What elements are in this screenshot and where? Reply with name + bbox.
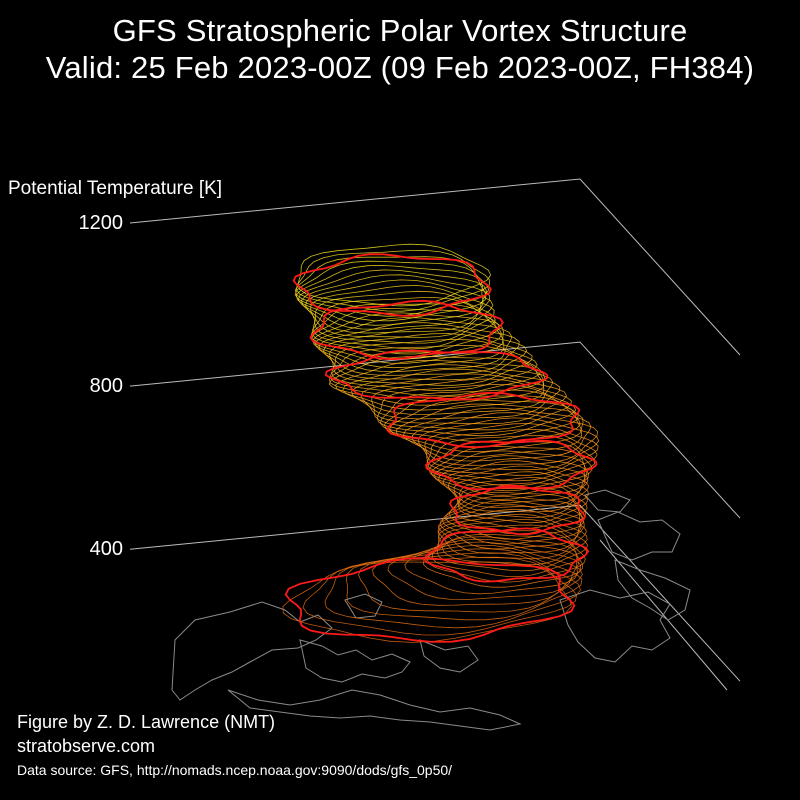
grid-line-1200: [129, 178, 741, 356]
vortex-contour: [360, 373, 568, 425]
vortex-highlight-contour: [292, 253, 492, 317]
vortex-contour: [329, 345, 541, 397]
vortex-highlight-contour: [386, 391, 581, 449]
vortex-contour: [376, 383, 577, 437]
vortex-contour: [437, 508, 587, 560]
vortex-contour: [328, 351, 544, 402]
vortex-highlight-contour: [423, 527, 590, 583]
vortex-contour: [438, 504, 585, 554]
vortex-contour: [404, 536, 578, 595]
vortex-contour: [417, 417, 600, 471]
vortex-contour: [395, 403, 584, 458]
vortex-contour: [387, 538, 580, 601]
vortex-contour: [428, 441, 593, 492]
vortex-contour: [422, 533, 584, 588]
vortex-highlight-contour: [309, 299, 504, 361]
vortex-highlight-contour: [448, 484, 587, 536]
vortex-contour: [328, 355, 545, 406]
vortex-contour: [351, 368, 561, 420]
vortex-contour: [437, 513, 588, 566]
chart-subtitle: Valid: 25 Feb 2023-00Z (09 Feb 2023-00Z,…: [45, 50, 755, 85]
z-tick-label: 800: [90, 375, 123, 397]
vortex-contour: [372, 541, 582, 606]
vortex-contour: [458, 477, 589, 524]
z-tick-label: 400: [90, 538, 123, 560]
vortex-highlight-contour: [324, 349, 549, 401]
vortex-contour: [294, 256, 490, 317]
vortex-contour: [295, 249, 491, 312]
vortex-contour: [439, 499, 583, 550]
vortex-contour: [324, 552, 581, 629]
data-source: Data source: GFS, http://nomads.ncep.noa…: [17, 762, 453, 778]
grid-line-800: [129, 341, 741, 519]
coastline: [584, 489, 631, 513]
vortex-contour: [335, 359, 545, 411]
vortex-contour: [345, 548, 583, 621]
coastline: [419, 639, 479, 673]
vortex-contour: [302, 556, 578, 636]
vortex-highlight-contour: [284, 557, 576, 643]
z-axis-label: Potential Temperature [K]: [8, 178, 222, 199]
vortex-contour: [371, 378, 572, 431]
coastline: [171, 601, 333, 701]
vortex-contour: [311, 297, 499, 355]
grid-layer: [129, 178, 741, 691]
tick-layer: 400 800 1200: [79, 212, 124, 560]
coastline: [344, 593, 383, 619]
coastline: [614, 559, 691, 621]
coastline: [597, 511, 681, 561]
vortex-contour: [436, 518, 589, 572]
coastline-layer: [171, 489, 691, 731]
grid-line-400: [129, 504, 741, 682]
vortex-contour: [342, 364, 554, 415]
vortex-contour: [312, 290, 496, 350]
credit-website: stratobserve.com: [17, 736, 156, 756]
chart-title: GFS Stratospheric Polar Vortex Structure: [112, 13, 688, 48]
vortex-contour: [434, 450, 586, 501]
vortex-highlight-contour: [425, 439, 598, 491]
coastline: [559, 589, 671, 663]
z-tick-label: 1200: [79, 212, 124, 234]
coastline: [227, 689, 522, 731]
vortex-contour: [453, 482, 588, 529]
vortex-layer: [282, 243, 600, 643]
credit-author: Figure by Z. D. Lawrence (NMT): [17, 712, 276, 732]
coastline: [299, 639, 411, 683]
